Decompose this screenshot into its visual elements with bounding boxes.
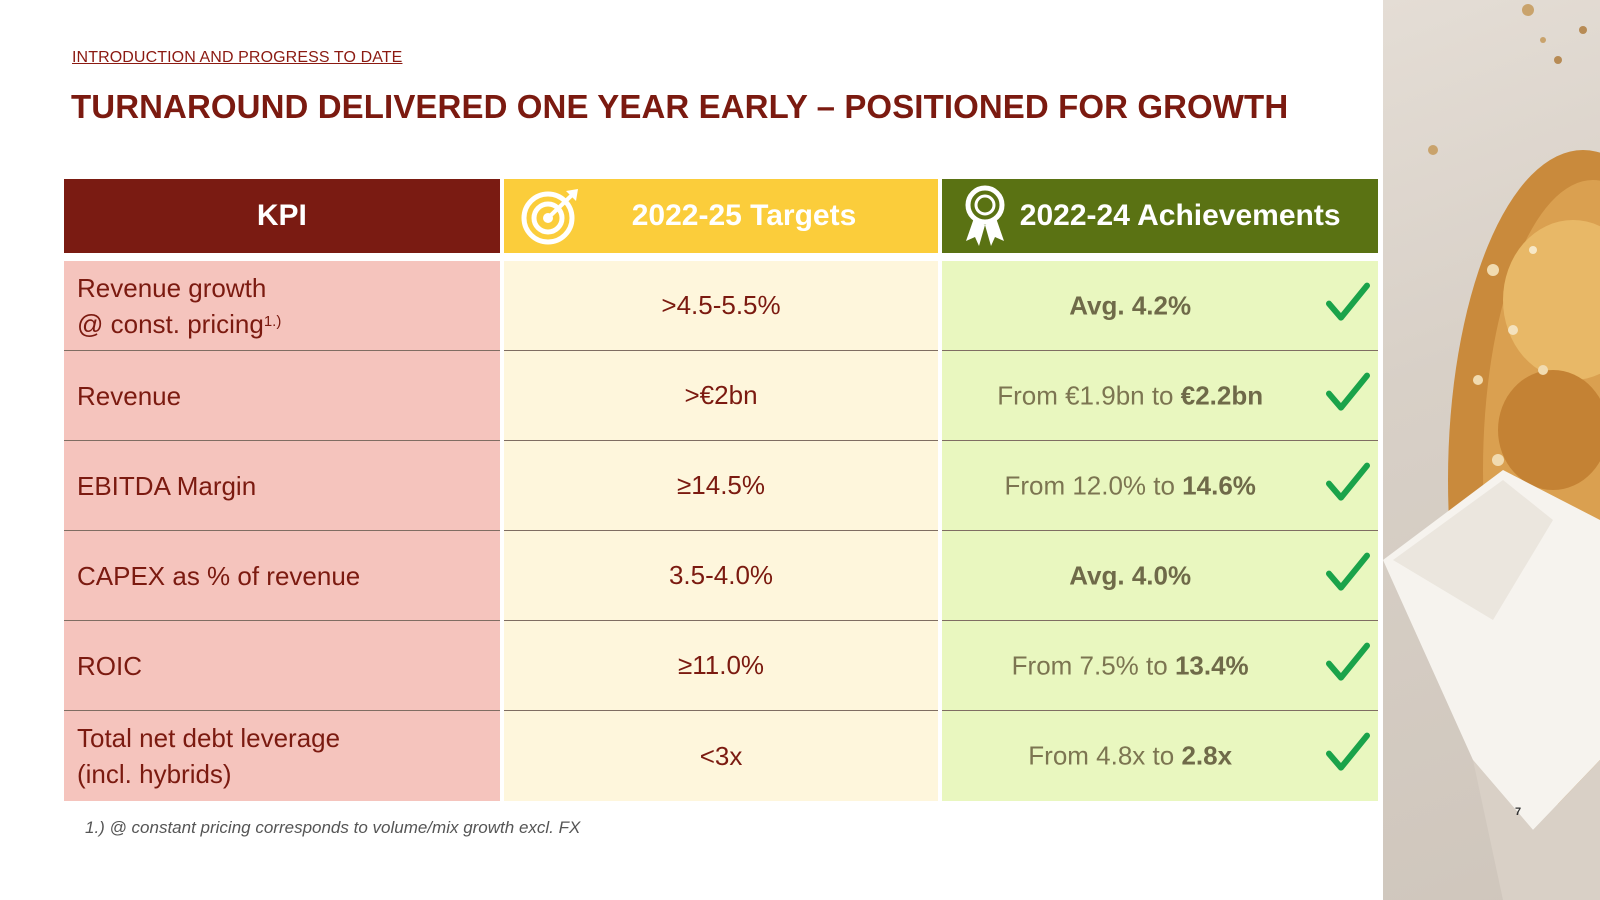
- achievement-cell: From €1.9bn to €2.2bn: [942, 351, 1378, 441]
- kpi-label: Revenue growth: [77, 272, 267, 303]
- target-value: ≥14.5%: [677, 470, 766, 500]
- kpi-cell: CAPEX as % of revenue: [64, 531, 500, 621]
- achievement-cell: From 4.8x to 2.8x: [942, 711, 1378, 801]
- kpi-label: Revenue: [77, 380, 182, 411]
- pastry-image-illustration: [1383, 4, 1600, 900]
- table-row: Total net debt leverage (incl. hybrids) <…: [64, 711, 1378, 801]
- target-value: <3x: [699, 740, 743, 771]
- target-cell: ≥11.0%: [503, 621, 939, 711]
- footnote: 1.) @ constant pricing corresponds to vo…: [85, 818, 581, 837]
- slide-title: TURNAROUND DELIVERED ONE YEAR EARLY – PO…: [71, 88, 1289, 125]
- table-row: Revenue growth @ const. pricing1.) >4.5-5…: [64, 261, 1378, 351]
- kpi-label: CAPEX as % of revenue: [77, 560, 361, 591]
- kpi-cell: Total net debt leverage (incl. hybrids): [64, 711, 500, 801]
- table-body: Revenue growth @ const. pricing1.) >4.5-5…: [64, 261, 1378, 801]
- check-icon: [1326, 282, 1370, 321]
- kpi-table: KPI 2022-25 Targets 2022-24 Achievements: [64, 179, 1379, 801]
- target-value: >4.5-5.5%: [661, 290, 781, 320]
- check-icon: [1326, 642, 1370, 681]
- check-icon: [1326, 372, 1370, 411]
- target-cell: ≥14.5%: [503, 441, 939, 531]
- target-cell: >€2bn: [503, 351, 939, 441]
- target-cell: 3.5-4.0%: [503, 531, 939, 621]
- kpi-label: EBITDA Margin: [77, 470, 257, 501]
- achievement-cell: Avg. 4.0%: [942, 531, 1378, 621]
- kpi-column-header: KPI: [64, 179, 500, 253]
- table-header-row: KPI 2022-25 Targets 2022-24 Achievements: [64, 179, 1379, 253]
- award-ribbon-icon: [965, 185, 1005, 246]
- kpi-cell: ROIC: [64, 621, 500, 711]
- table-row: Revenue >€2bn From €1.9bn to €2.2bn: [64, 351, 1378, 441]
- achievement-cell: Avg. 4.2%: [942, 261, 1378, 351]
- achievement-cell: From 12.0% to 14.6%: [942, 441, 1378, 531]
- achievement-value: Avg. 4.0%: [1069, 560, 1192, 590]
- target-icon: [521, 189, 578, 245]
- achievement-value: 13.4%: [1174, 650, 1249, 680]
- achievement-cell: From 7.5% to 13.4%: [942, 621, 1378, 711]
- check-icon: [1326, 732, 1370, 771]
- section-link[interactable]: INTRODUCTION AND PROGRESS TO DATE: [72, 49, 403, 66]
- kpi-label-line2: @ const. pricing: [77, 308, 264, 339]
- check-icon: [1326, 462, 1370, 501]
- achievements-column-header: 2022-24 Achievements: [942, 179, 1379, 253]
- kpi-label: Total net debt leverage: [77, 723, 341, 753]
- achievement-prefix: From 4.8x to: [1028, 740, 1182, 771]
- achievement-value: 2.8x: [1181, 740, 1233, 771]
- pastry-photo: [1383, 0, 1600, 900]
- target-value: >€2bn: [684, 380, 758, 410]
- achievement-prefix: From 7.5% to: [1011, 650, 1175, 680]
- footnote-marker: 1.): [263, 312, 282, 330]
- kpi-cell: Revenue: [64, 351, 500, 441]
- achievement-prefix: From 12.0% to: [1004, 470, 1183, 500]
- achievement-prefix: From €1.9bn to: [997, 380, 1181, 410]
- target-cell: >4.5-5.5%: [503, 261, 939, 351]
- target-cell: <3x: [503, 711, 939, 801]
- kpi-label-line2: (incl. hybrids): [77, 759, 232, 789]
- check-icon: [1326, 552, 1370, 591]
- kpi-header-label: KPI: [256, 199, 307, 232]
- target-value: ≥11.0%: [677, 650, 765, 680]
- achievement-value: 14.6%: [1182, 470, 1256, 500]
- table-row: CAPEX as % of revenue 3.5-4.0% Avg. 4.0%: [64, 531, 1378, 621]
- achievement-value: €2.2bn: [1180, 380, 1264, 410]
- achievements-header-label: 2022-24 Achievements: [1019, 199, 1341, 232]
- kpi-cell: Revenue growth @ const. pricing1.): [64, 261, 500, 351]
- kpi-label: ROIC: [77, 650, 142, 681]
- page-number: 7: [1515, 806, 1522, 818]
- targets-column-header: 2022-25 Targets: [503, 179, 939, 253]
- kpi-cell: EBITDA Margin: [64, 441, 500, 531]
- table-row: EBITDA Margin ≥14.5% From 12.0% to 14.6%: [64, 441, 1378, 531]
- achievement-value: Avg. 4.2%: [1069, 290, 1192, 320]
- targets-header-label: 2022-25 Targets: [631, 199, 857, 232]
- target-value: 3.5-4.0%: [668, 560, 774, 590]
- table-row: ROIC ≥11.0% From 7.5% to 13.4%: [64, 621, 1378, 711]
